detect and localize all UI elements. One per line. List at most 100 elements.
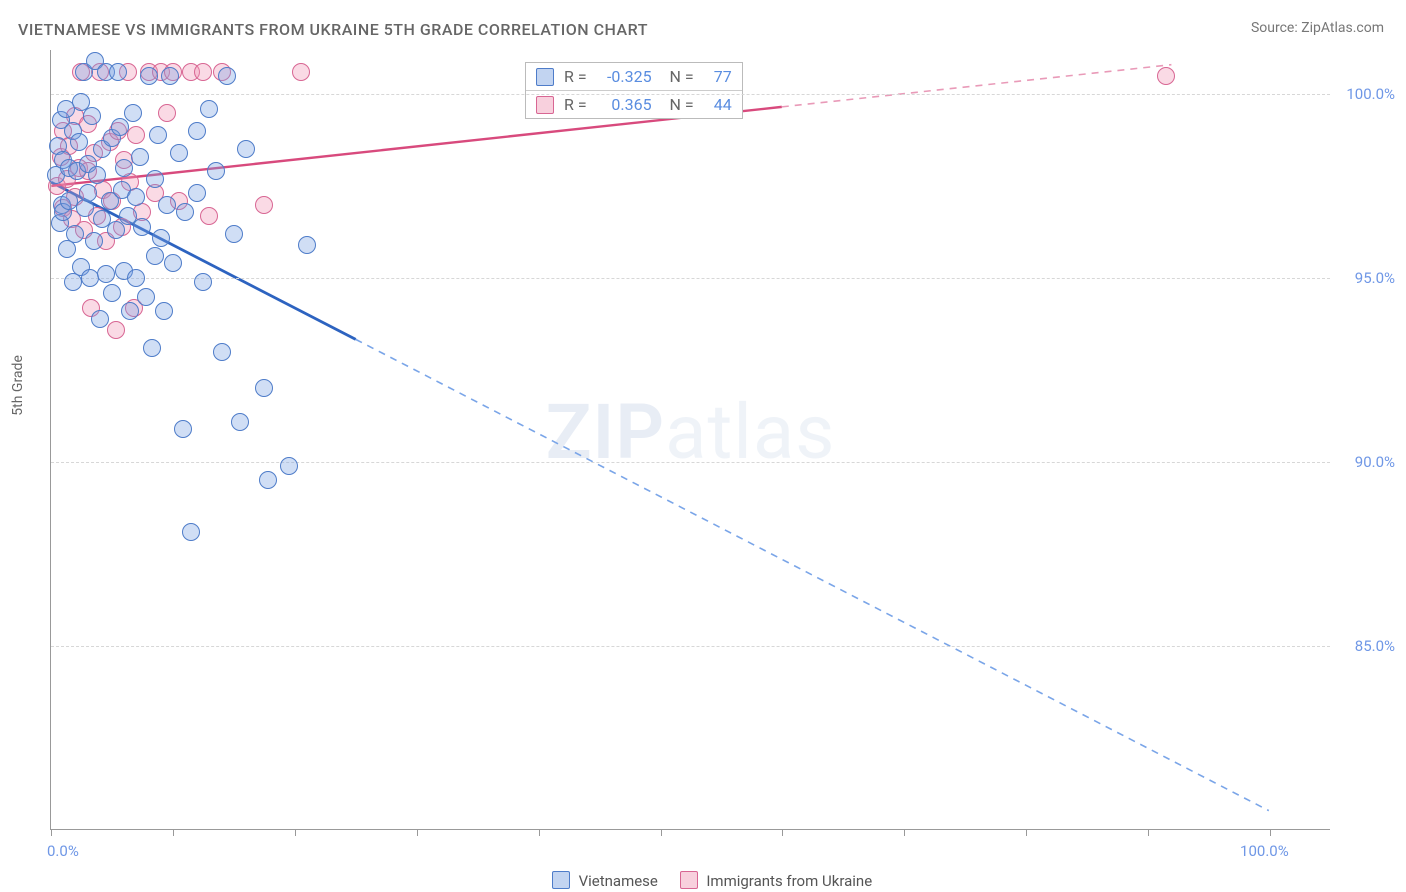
point-blue [188, 184, 206, 202]
point-blue [109, 63, 127, 81]
point-blue [200, 100, 218, 118]
point-blue [85, 232, 103, 250]
point-blue [174, 420, 192, 438]
xtick [1026, 829, 1027, 836]
point-blue [164, 254, 182, 272]
point-blue [188, 122, 206, 140]
regression-lines [51, 50, 1330, 829]
point-blue [170, 144, 188, 162]
point-pink [107, 321, 125, 339]
point-blue [213, 343, 231, 361]
point-blue [146, 170, 164, 188]
gridline-h [51, 646, 1330, 647]
point-blue [255, 379, 273, 397]
swatch-blue [536, 68, 554, 86]
point-blue [121, 302, 139, 320]
legend-swatch-pink [680, 871, 698, 889]
point-blue [83, 107, 101, 125]
point-blue [152, 229, 170, 247]
xtick [1270, 829, 1271, 836]
point-pink [1157, 67, 1175, 85]
stat-r-pink: 0.365 [597, 95, 652, 114]
stats-row-blue: R = -0.325 N = 77 [526, 63, 742, 90]
legend-swatch-blue [552, 871, 570, 889]
point-blue [124, 104, 142, 122]
source-prefix: Source: [1251, 20, 1301, 36]
stat-n-pink: 44 [704, 95, 732, 114]
stat-n-label: N = [662, 95, 694, 114]
stat-n-blue: 77 [704, 67, 732, 86]
swatch-pink [536, 96, 554, 114]
point-blue [298, 236, 316, 254]
point-pink [200, 207, 218, 225]
xtick [295, 829, 296, 836]
point-blue [231, 413, 249, 431]
legend: Vietnamese Immigrants from Ukraine [0, 871, 1406, 890]
point-blue [225, 225, 243, 243]
point-blue [182, 523, 200, 541]
legend-label-blue: Vietnamese [579, 872, 658, 890]
point-blue [146, 247, 164, 265]
stat-r-label: R = [564, 67, 587, 86]
point-pink [255, 196, 273, 214]
stat-n-label: N = [662, 67, 694, 86]
gridline-h [51, 462, 1330, 463]
xtick [661, 829, 662, 836]
xtick [1148, 829, 1149, 836]
point-blue [79, 184, 97, 202]
chart-title: VIETNAMESE VS IMMIGRANTS FROM UKRAINE 5T… [18, 20, 648, 39]
xtick [417, 829, 418, 836]
point-blue [137, 288, 155, 306]
point-blue [140, 67, 158, 85]
xtick [173, 829, 174, 836]
point-pink [158, 104, 176, 122]
xtick [539, 829, 540, 836]
point-blue [149, 126, 167, 144]
point-blue [158, 196, 176, 214]
point-blue [127, 188, 145, 206]
point-blue [103, 284, 121, 302]
point-blue [107, 221, 125, 239]
stat-r-blue: -0.325 [597, 67, 652, 86]
point-blue [131, 148, 149, 166]
point-blue [207, 162, 225, 180]
xtick [782, 829, 783, 836]
point-blue [66, 225, 84, 243]
ytick-label: 85.0% [1335, 637, 1395, 655]
point-blue [127, 269, 145, 287]
point-blue [70, 133, 88, 151]
point-blue [280, 457, 298, 475]
xtick-label-end: 100.0% [1240, 842, 1289, 860]
gridline-h [51, 94, 1330, 95]
point-blue [91, 310, 109, 328]
xtick-label-start: 0.0% [47, 842, 79, 860]
xtick [904, 829, 905, 836]
point-blue [97, 265, 115, 283]
y-axis-label: 5th Grade [10, 355, 26, 416]
point-blue [143, 339, 161, 357]
gridline-h [51, 278, 1330, 279]
xtick [51, 829, 52, 836]
point-blue [161, 67, 179, 85]
point-pink [127, 126, 145, 144]
stat-r-label: R = [564, 95, 587, 114]
chart-plot-area: ZIPatlas R = -0.325 N = 77 R = 0.365 N =… [50, 50, 1330, 830]
point-blue [176, 203, 194, 221]
point-blue [194, 273, 212, 291]
source-credit: Source: ZipAtlas.com [1251, 20, 1384, 36]
ytick-label: 95.0% [1335, 269, 1395, 287]
point-blue [88, 166, 106, 184]
point-pink [292, 63, 310, 81]
ytick-label: 100.0% [1335, 85, 1395, 103]
ytick-label: 90.0% [1335, 453, 1395, 471]
legend-label-pink: Immigrants from Ukraine [706, 872, 872, 890]
point-blue [133, 218, 151, 236]
point-blue [218, 67, 236, 85]
point-blue [155, 302, 173, 320]
point-blue [259, 471, 277, 489]
stats-box: R = -0.325 N = 77 R = 0.365 N = 44 [525, 62, 743, 119]
point-blue [115, 159, 133, 177]
point-pink [194, 63, 212, 81]
source-link[interactable]: ZipAtlas.com [1301, 20, 1384, 36]
point-blue [111, 118, 129, 136]
